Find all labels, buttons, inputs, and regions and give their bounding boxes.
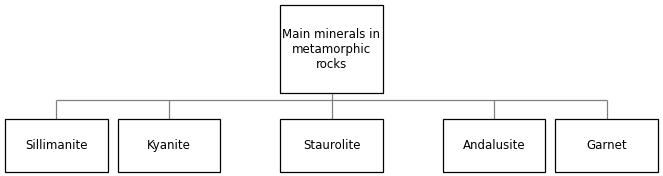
- Text: Andalusite: Andalusite: [463, 139, 525, 152]
- FancyBboxPatch shape: [5, 119, 107, 172]
- Text: Staurolite: Staurolite: [303, 139, 360, 152]
- Text: Garnet: Garnet: [586, 139, 627, 152]
- FancyBboxPatch shape: [556, 119, 658, 172]
- FancyBboxPatch shape: [280, 119, 383, 172]
- FancyBboxPatch shape: [280, 5, 383, 93]
- Text: Kyanite: Kyanite: [147, 139, 191, 152]
- Text: Main minerals in
metamorphic
rocks: Main minerals in metamorphic rocks: [282, 28, 381, 71]
- FancyBboxPatch shape: [118, 119, 220, 172]
- Text: Sillimanite: Sillimanite: [25, 139, 88, 152]
- FancyBboxPatch shape: [443, 119, 545, 172]
